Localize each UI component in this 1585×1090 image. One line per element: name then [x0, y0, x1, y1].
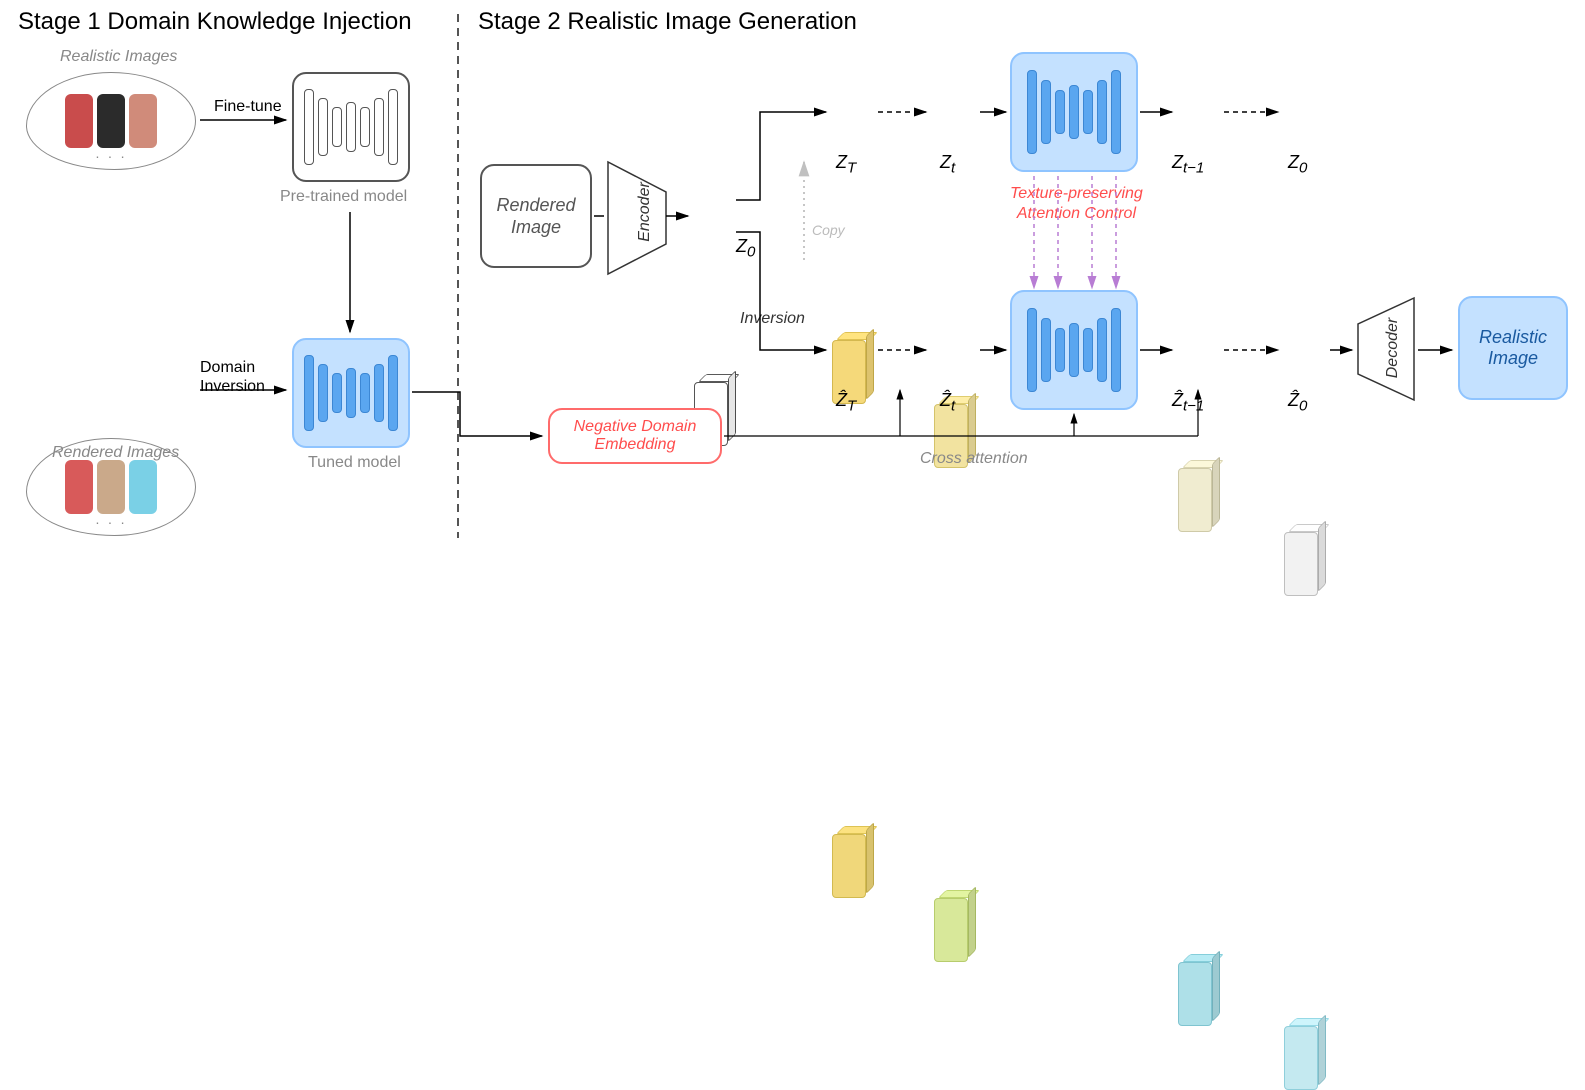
bot-zT-slab: [832, 834, 866, 898]
bot-ztm1-slab: [1178, 962, 1212, 1026]
top-zt-label: Zt: [940, 152, 955, 177]
tpac-label: Texture-preserving Attention Control: [1010, 184, 1143, 224]
bot-z0-slab: [1284, 1026, 1318, 1090]
ellipsis-icon: · · ·: [95, 514, 127, 530]
realistic-caption: Realistic Images: [60, 48, 177, 66]
person-icon: [129, 94, 157, 148]
top-z0-label: Z0: [1288, 152, 1307, 177]
unet-top: [1010, 52, 1138, 172]
realistic-image-output: Realistic Image: [1458, 296, 1568, 400]
stage2-title: Stage 2 Realistic Image Generation: [478, 8, 857, 36]
cross-attention-label: Cross attention: [920, 450, 1028, 468]
top-zT-label: ZT: [836, 152, 856, 177]
bot-zt-label: Ẑt: [940, 390, 955, 415]
finetune-label: Fine-tune: [214, 98, 282, 116]
z0-label: Z0: [736, 236, 755, 261]
tuned-caption: Tuned model: [308, 454, 401, 472]
person-icon: [65, 460, 93, 514]
bot-zT-label: ẐT: [836, 390, 856, 415]
top-ztm1-slab: [1178, 468, 1212, 532]
rendered-image-box: Rendered Image: [480, 164, 592, 268]
unet-bottom: [1010, 290, 1138, 410]
person-icon: [65, 94, 93, 148]
person-icon: [129, 460, 157, 514]
decoder-label: Decoder: [1384, 298, 1402, 398]
person-icon: [97, 460, 125, 514]
realistic-images-blob: · · ·: [26, 72, 196, 170]
pretrained-model-unet: [292, 72, 410, 182]
rendered-caption: Rendered Images: [52, 444, 179, 462]
divider-line: [0, 0, 1585, 551]
copy-label: Copy: [812, 222, 845, 238]
person-icon: [97, 94, 125, 148]
top-z0-slab: [1284, 532, 1318, 596]
top-ztm1-label: Zt−1: [1172, 152, 1204, 177]
bot-zt-slab: [934, 898, 968, 962]
domain-inversion-label: Domain Inversion: [200, 358, 265, 396]
tuned-model-unet: [292, 338, 410, 448]
ellipsis-icon: · · ·: [95, 148, 127, 164]
encoder-label: Encoder: [636, 162, 654, 262]
bot-ztm1-label: Ẑt−1: [1172, 390, 1204, 415]
arrows: [0, 0, 1585, 551]
inversion-label: Inversion: [740, 310, 805, 328]
stage1-title: Stage 1 Domain Knowledge Injection: [18, 8, 412, 36]
diagram-canvas: Stage 1 Domain Knowledge Injection Stage…: [0, 0, 1585, 551]
negative-domain-embedding-box: Negative Domain Embedding: [548, 408, 722, 464]
pretrained-caption: Pre-trained model: [280, 188, 407, 206]
bot-z0-label: Ẑ0: [1288, 390, 1307, 415]
